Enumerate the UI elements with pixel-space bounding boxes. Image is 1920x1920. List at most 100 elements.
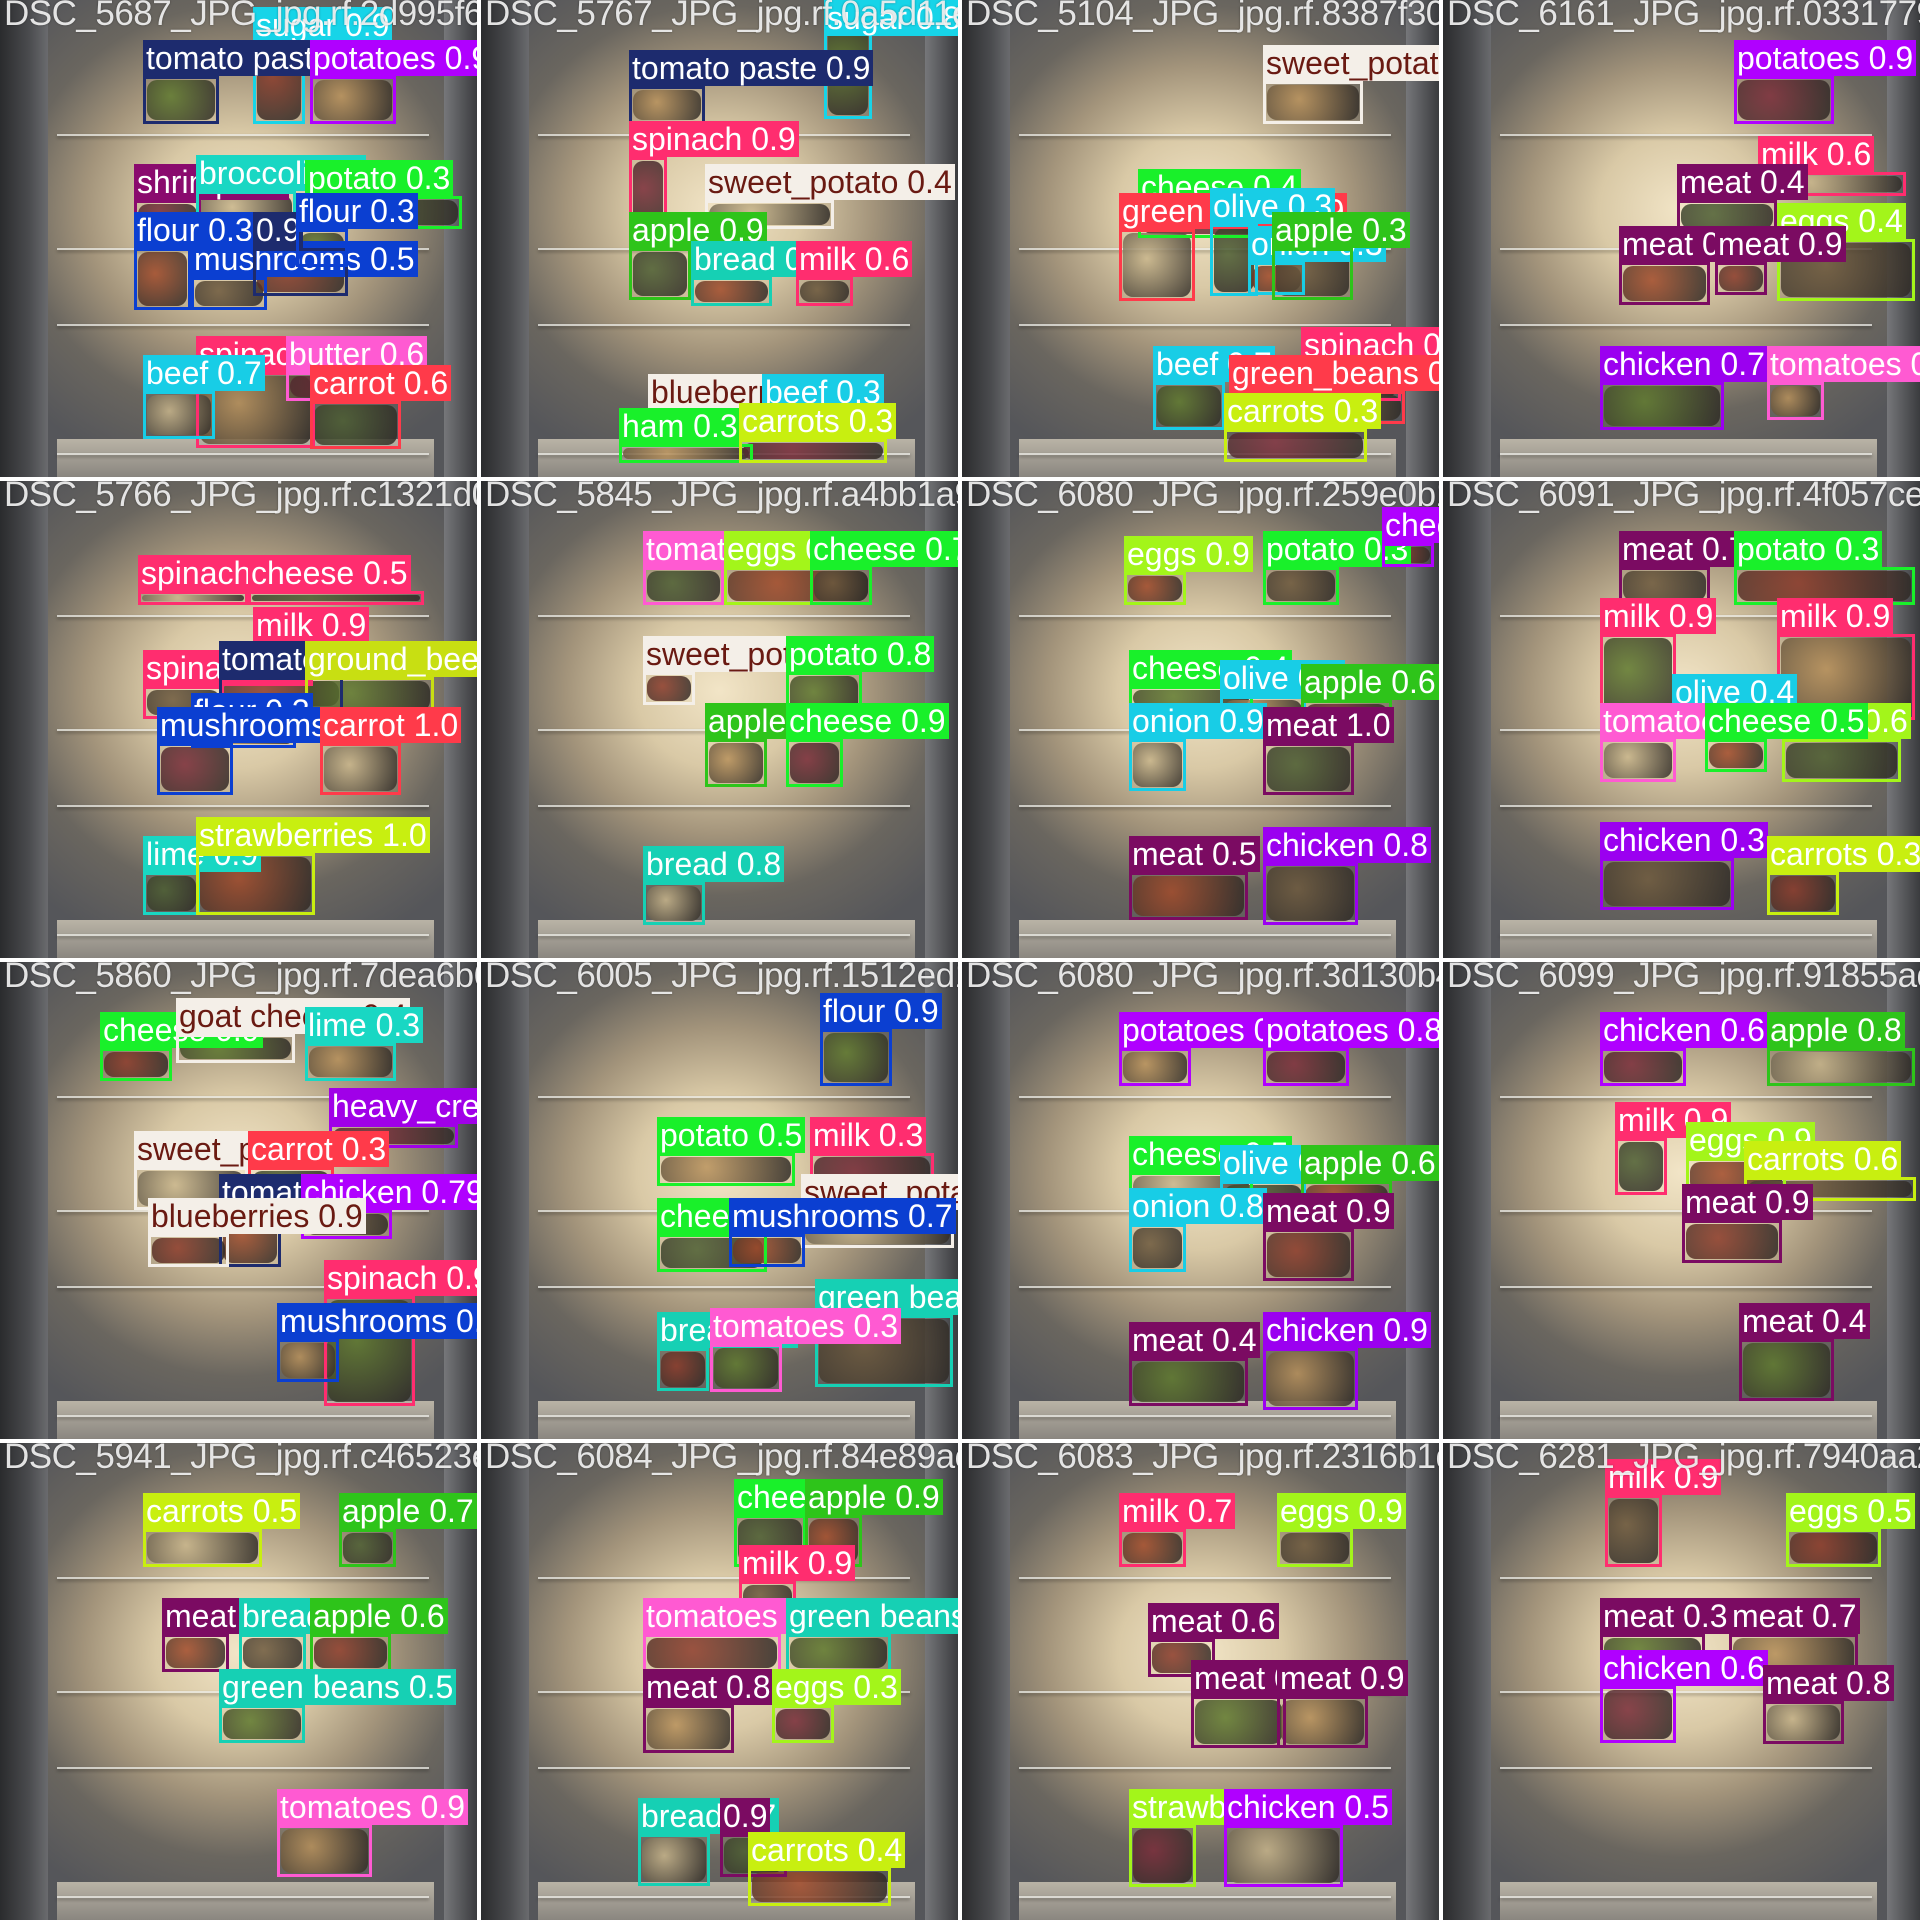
food-item xyxy=(1267,747,1350,791)
detection-box xyxy=(138,591,248,605)
food-item xyxy=(1133,743,1182,787)
detection-label: meat 0.9 xyxy=(1277,1660,1408,1696)
food-item xyxy=(1228,433,1363,458)
detection-box xyxy=(310,1634,391,1672)
detection-box xyxy=(339,1529,396,1567)
detection-box xyxy=(157,743,233,795)
fridge-floor xyxy=(1500,438,1878,477)
detection-box xyxy=(1119,1048,1191,1086)
detection-box xyxy=(657,1348,709,1391)
food-item xyxy=(1681,204,1773,229)
food-item xyxy=(309,1047,392,1077)
detection-box xyxy=(1382,543,1434,567)
food-item xyxy=(223,1709,301,1739)
detection-label: potato 0.8 xyxy=(786,636,935,672)
detection-label: chicken 0.6 xyxy=(1600,1650,1768,1686)
detection-label: chicken 0.9 xyxy=(1263,1312,1431,1348)
fridge-shelf xyxy=(538,934,911,936)
fridge-door xyxy=(962,962,1010,1439)
detection-box xyxy=(638,1834,710,1886)
fridge-door xyxy=(0,481,48,958)
fridge-door xyxy=(962,481,1010,958)
food-item xyxy=(623,448,749,459)
detection-box xyxy=(1129,1358,1248,1406)
detection-box xyxy=(1600,1686,1676,1743)
detection-label: carrots 0.6 xyxy=(1744,1141,1902,1177)
tile-filename: DSC_6080_JPG_jpg.rf.259e0b1ad90e4b3f xyxy=(966,481,1439,514)
fridge-shelf xyxy=(1019,453,1392,455)
fridge-shelf xyxy=(538,1577,911,1579)
detection-box xyxy=(253,248,348,296)
detection-box xyxy=(820,1029,892,1086)
food-item xyxy=(776,1709,830,1739)
detection-box xyxy=(143,76,219,124)
fridge-tile: milk 0.9 eggs 0.5 meat 0.3 meat 0.7 chicken … xyxy=(1443,1443,1920,1920)
food-item xyxy=(1195,1700,1282,1744)
detection-box xyxy=(1119,229,1195,301)
fridge-shelf xyxy=(1019,805,1392,807)
detection-box xyxy=(1124,572,1186,605)
detection-label: meat 0.7 xyxy=(1729,1598,1860,1634)
detection-box xyxy=(219,1705,305,1743)
tile-filename: DSC_5104_JPG_jpg.rf.8387f30c0a1d389d4 xyxy=(966,0,1439,33)
fridge-floor xyxy=(1500,1400,1878,1439)
food-item xyxy=(314,80,392,120)
detection-label: onion 0.8 xyxy=(1129,1188,1267,1224)
detection-label: milk 0.9 xyxy=(1605,1459,1722,1495)
detection-box xyxy=(1119,1529,1186,1567)
food-item xyxy=(1604,1690,1672,1739)
tile-filename: DSC_5766_JPG_jpg.rf.c1321d084d5bf1b2d xyxy=(4,481,477,514)
fridge-shelf xyxy=(538,615,911,617)
food-item xyxy=(1267,571,1335,601)
detection-box xyxy=(739,439,887,463)
detection-box xyxy=(629,86,705,124)
detection-label: green beans 0.8 xyxy=(786,1598,958,1634)
fridge-shelf xyxy=(1500,1096,1873,1098)
detection-label: meat 0.8 xyxy=(1763,1665,1894,1701)
food-item xyxy=(814,571,868,601)
detection-label: carrots 0.3 xyxy=(1224,393,1382,429)
detection-box xyxy=(320,743,401,795)
detection-label: flour 0.9 xyxy=(820,993,942,1029)
food-item xyxy=(343,1533,392,1563)
detection-label: meat 0.6 xyxy=(1148,1603,1279,1639)
detection-label: bread 0.8 xyxy=(643,846,785,882)
detection-label: green beans 0.5 xyxy=(219,1669,457,1705)
detection-box xyxy=(1224,429,1367,462)
detection-box xyxy=(629,248,691,300)
detection-label: 0.9 xyxy=(253,212,304,248)
detection-label: potatoes 0.9 xyxy=(1734,40,1917,76)
food-item xyxy=(1133,1362,1244,1402)
detection-label: carrots 0.3 xyxy=(1767,836,1920,872)
detection-label: eggs 0.3 xyxy=(772,1669,901,1705)
detection-box xyxy=(1767,382,1824,420)
fridge-shelf xyxy=(538,1286,911,1288)
fridge-door xyxy=(1443,481,1491,958)
detection-box xyxy=(1272,248,1353,300)
food-item xyxy=(1604,862,1730,906)
detection-box xyxy=(296,229,348,267)
tile-filename: DSC_5941_JPG_jpg.rf.c46523e93e6e4f7f6a xyxy=(4,1443,477,1476)
fridge-shelf xyxy=(1019,248,1392,250)
fridge-shelf xyxy=(57,805,430,807)
fridge-shelf xyxy=(1019,1096,1392,1098)
tile-filename: DSC_6091_JPG_jpg.rf.4f057ce9d0d1df7b xyxy=(1447,481,1920,514)
detection-box xyxy=(1682,1220,1782,1263)
food-item xyxy=(1623,266,1706,301)
food-item xyxy=(1267,1052,1345,1082)
fridge-shelf xyxy=(1019,615,1392,617)
food-item xyxy=(1738,571,1911,601)
detection-label: mushrooms 0.7 xyxy=(729,1198,956,1234)
food-item xyxy=(1786,743,1897,778)
fridge-door xyxy=(962,1443,1010,1920)
detection-label: tomatoes 0.3 xyxy=(710,1308,901,1344)
food-item xyxy=(195,281,263,306)
food-item xyxy=(309,681,430,711)
food-item xyxy=(714,1348,778,1388)
detection-label: strawberries 1.0 xyxy=(196,817,430,853)
fridge-floor xyxy=(1019,1881,1397,1920)
